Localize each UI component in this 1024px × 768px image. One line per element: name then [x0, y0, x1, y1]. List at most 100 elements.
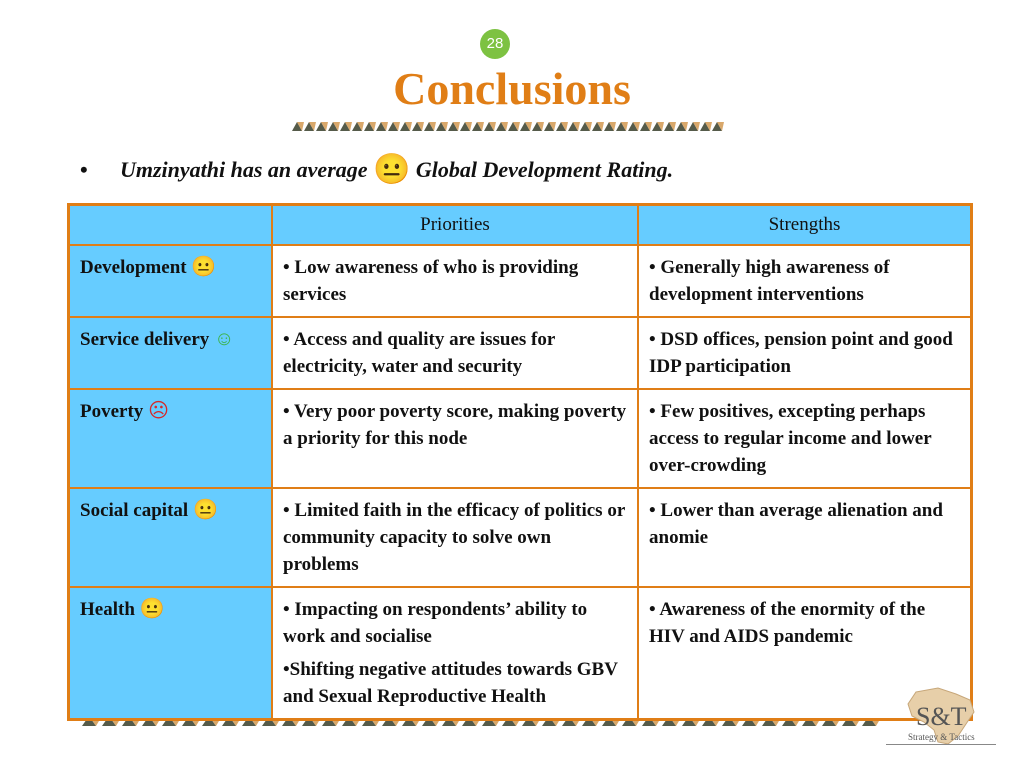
- strengths-cell: • Generally high awareness of developmen…: [637, 244, 973, 318]
- triangle-mark: [681, 122, 688, 131]
- triangle-mark: [700, 122, 710, 131]
- slide-title: Conclusions: [393, 63, 631, 114]
- triangle-mark: [662, 716, 676, 726]
- triangle-mark: [402, 716, 416, 726]
- triangle-mark: [429, 122, 436, 131]
- triangle-mark: [328, 122, 338, 131]
- neutral-face-icon: 😐: [373, 153, 411, 186]
- triangle-mark: [582, 716, 596, 726]
- decorative-triangle-band-top: [292, 122, 734, 140]
- triangle-mark: [549, 122, 556, 131]
- triangle-mark: [597, 122, 604, 131]
- triangle-mark: [682, 716, 696, 726]
- category-label: Poverty: [80, 401, 144, 422]
- priorities-cell: • Access and quality are issues for elec…: [271, 316, 639, 390]
- triangle-mark: [657, 122, 664, 131]
- triangle-mark: [496, 122, 506, 131]
- triangle-mark: [522, 716, 536, 726]
- triangle-mark: [142, 716, 156, 726]
- triangle-mark: [484, 122, 494, 131]
- page-number-badge: 28: [480, 29, 510, 59]
- table-row: Health 😐 • Impacting on respondents’ abil…: [67, 586, 973, 721]
- triangle-mark: [585, 122, 592, 131]
- triangle-mark: [424, 122, 434, 131]
- triangle-mark: [477, 122, 484, 131]
- header-strengths: Strengths: [637, 203, 973, 246]
- summary-text-after: Global Development Rating.: [415, 157, 674, 182]
- triangle-mark: [722, 716, 736, 726]
- triangle-mark: [352, 122, 362, 131]
- strategy-tactics-logo: S&T Strategy & Tactics: [886, 684, 996, 750]
- category-cell: Development 😐: [67, 244, 273, 318]
- africa-map-icon: [907, 687, 975, 745]
- header-empty-cell: [67, 203, 273, 246]
- triangle-mark: [364, 122, 374, 131]
- triangle-mark: [376, 122, 386, 131]
- triangle-mark: [642, 716, 656, 726]
- triangle-mark: [362, 716, 376, 726]
- triangle-mark: [182, 716, 196, 726]
- triangle-mark: [525, 122, 532, 131]
- priorities-item: • Access and quality are issues for elec…: [283, 329, 555, 377]
- triangle-mark: [602, 716, 616, 726]
- triangle-mark: [532, 122, 542, 131]
- triangle-mark: [693, 122, 700, 131]
- triangle-mark: [676, 122, 686, 131]
- triangle-mark: [622, 716, 636, 726]
- priorities-item: • Very poor poverty score, making povert…: [283, 401, 627, 449]
- triangle-mark: [822, 716, 836, 726]
- priorities-item: • Limited faith in the efficacy of polit…: [283, 500, 625, 575]
- triangle-mark: [501, 122, 508, 131]
- triangle-mark: [400, 122, 410, 131]
- strengths-cell: • Awareness of the enormity of the HIV a…: [637, 586, 973, 721]
- strengths-item: • Generally high awareness of developmen…: [649, 257, 890, 305]
- triangle-mark: [862, 716, 876, 726]
- triangle-mark: [802, 716, 816, 726]
- triangle-mark: [561, 122, 568, 131]
- triangle-mark: [712, 122, 722, 131]
- triangle-mark: [462, 716, 476, 726]
- triangle-mark: [562, 716, 576, 726]
- priorities-item: • Low awareness of who is providing serv…: [283, 257, 579, 305]
- triangle-mark: [382, 716, 396, 726]
- triangle-mark: [482, 716, 496, 726]
- triangle-mark: [297, 122, 304, 131]
- priorities-cell: • Low awareness of who is providing serv…: [271, 244, 639, 318]
- triangle-mark: [544, 122, 554, 131]
- triangle-mark: [717, 122, 724, 131]
- triangle-mark: [417, 122, 424, 131]
- triangle-mark: [381, 122, 388, 131]
- triangle-mark: [616, 122, 626, 131]
- triangle-mark: [340, 122, 350, 131]
- triangle-mark: [465, 122, 472, 131]
- triangle-mark: [304, 122, 314, 131]
- triangle-mark: [762, 716, 776, 726]
- triangle-mark: [628, 122, 638, 131]
- triangle-mark: [472, 122, 482, 131]
- triangle-mark: [333, 122, 340, 131]
- triangle-mark: [202, 716, 216, 726]
- sad-face-icon: ☹: [148, 400, 169, 422]
- triangle-mark: [604, 122, 614, 131]
- triangle-mark: [664, 122, 674, 131]
- strengths-item: • DSD offices, pension point and good ID…: [649, 329, 953, 377]
- triangle-mark: [609, 122, 616, 131]
- triangle-mark: [412, 122, 422, 131]
- triangle-mark: [508, 122, 518, 131]
- strengths-item: • Few positives, excepting perhaps acces…: [649, 401, 932, 476]
- triangle-mark: [393, 122, 400, 131]
- triangle-mark: [453, 122, 460, 131]
- priorities-item: •Shifting negative attitudes towards GBV…: [283, 659, 618, 707]
- neutral-face-icon: 😐: [191, 256, 217, 278]
- triangle-mark: [357, 122, 364, 131]
- priorities-cell: • Very poor poverty score, making povert…: [271, 388, 639, 489]
- triangle-mark: [702, 716, 716, 726]
- summary-text-before: Umzinyathi has an average: [120, 157, 368, 182]
- header-priorities: Priorities: [271, 203, 639, 246]
- triangle-mark: [652, 122, 662, 131]
- triangle-mark: [621, 122, 628, 131]
- triangle-mark: [82, 716, 96, 726]
- triangle-mark: [102, 716, 116, 726]
- table-row: Poverty ☹ • Very poor poverty score, maki…: [67, 388, 973, 489]
- logo-underline: [886, 744, 996, 745]
